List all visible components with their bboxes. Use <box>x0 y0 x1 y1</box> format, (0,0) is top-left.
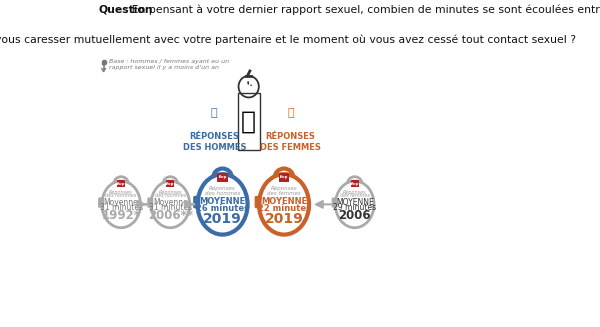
Text: ifop: ifop <box>218 176 227 180</box>
Text: 22 minutes: 22 minutes <box>257 204 311 213</box>
Ellipse shape <box>259 174 309 234</box>
Text: des femmes: des femmes <box>267 191 301 196</box>
Text: 26 minutes: 26 minutes <box>196 204 249 213</box>
Text: ifop: ifop <box>280 176 288 180</box>
Text: Question: Question <box>98 5 154 15</box>
FancyBboxPatch shape <box>166 180 174 187</box>
Text: des hommes: des hommes <box>205 191 240 196</box>
Text: 2019: 2019 <box>203 212 242 226</box>
Text: des hommes: des hommes <box>155 194 186 198</box>
Text: RÉPONSES
DES HOMMES: RÉPONSES DES HOMMES <box>182 132 246 152</box>
Text: Réponses: Réponses <box>271 186 298 191</box>
FancyBboxPatch shape <box>351 180 359 187</box>
Text: des hommes: des hommes <box>106 194 137 198</box>
Ellipse shape <box>197 174 248 234</box>
Ellipse shape <box>335 181 374 228</box>
Text: : En pensant à votre dernier rapport sexuel, combien de minutes se sont écoulées: : En pensant à votre dernier rapport sex… <box>121 5 600 15</box>
FancyBboxPatch shape <box>217 173 227 182</box>
Text: RÉPONSES
DES FEMMES: RÉPONSES DES FEMMES <box>260 132 321 152</box>
Text: ifop: ifop <box>117 181 125 186</box>
Ellipse shape <box>151 181 190 228</box>
FancyBboxPatch shape <box>279 173 289 182</box>
Text: 31 minutes: 31 minutes <box>100 203 143 212</box>
Text: 1992*: 1992* <box>101 209 140 222</box>
Text: Base : hommes / femmes ayant eu un
rapport sexuel il y a moins d’un an: Base : hommes / femmes ayant eu un rappo… <box>109 59 229 70</box>
Text: Réponses: Réponses <box>343 189 367 195</box>
Text: 31 minutes: 31 minutes <box>149 203 192 212</box>
FancyBboxPatch shape <box>238 93 260 150</box>
Ellipse shape <box>102 181 140 228</box>
Text: ifop: ifop <box>350 181 359 186</box>
Text: 2019: 2019 <box>265 212 304 226</box>
Text: Réponses: Réponses <box>109 189 133 195</box>
Text: des femmes: des femmes <box>340 194 370 198</box>
Text: 🚺: 🚺 <box>287 108 294 118</box>
Text: Moyenne: Moyenne <box>104 198 139 207</box>
FancyBboxPatch shape <box>117 180 125 187</box>
Text: 🚹: 🚹 <box>211 108 218 118</box>
Text: Réponses: Réponses <box>158 189 182 195</box>
Text: commencé à vous caresser mutuellement avec votre partenaire et le moment où vous: commencé à vous caresser mutuellement av… <box>0 34 576 45</box>
Text: 2006: 2006 <box>338 209 371 222</box>
FancyBboxPatch shape <box>98 198 104 208</box>
FancyBboxPatch shape <box>332 198 338 208</box>
FancyBboxPatch shape <box>147 198 153 208</box>
Text: MOYENNE: MOYENNE <box>336 198 374 207</box>
Text: 29 minutes: 29 minutes <box>333 203 376 212</box>
FancyBboxPatch shape <box>254 196 262 208</box>
Text: 2006**: 2006** <box>148 209 193 222</box>
Text: MOYENNE: MOYENNE <box>199 197 245 206</box>
Text: 👫: 👫 <box>241 110 256 134</box>
FancyBboxPatch shape <box>193 196 200 208</box>
Text: ifop: ifop <box>166 181 175 186</box>
Text: Réponses: Réponses <box>209 186 236 191</box>
Text: Moyenne: Moyenne <box>153 198 188 207</box>
Text: MOYENNE: MOYENNE <box>261 197 307 206</box>
